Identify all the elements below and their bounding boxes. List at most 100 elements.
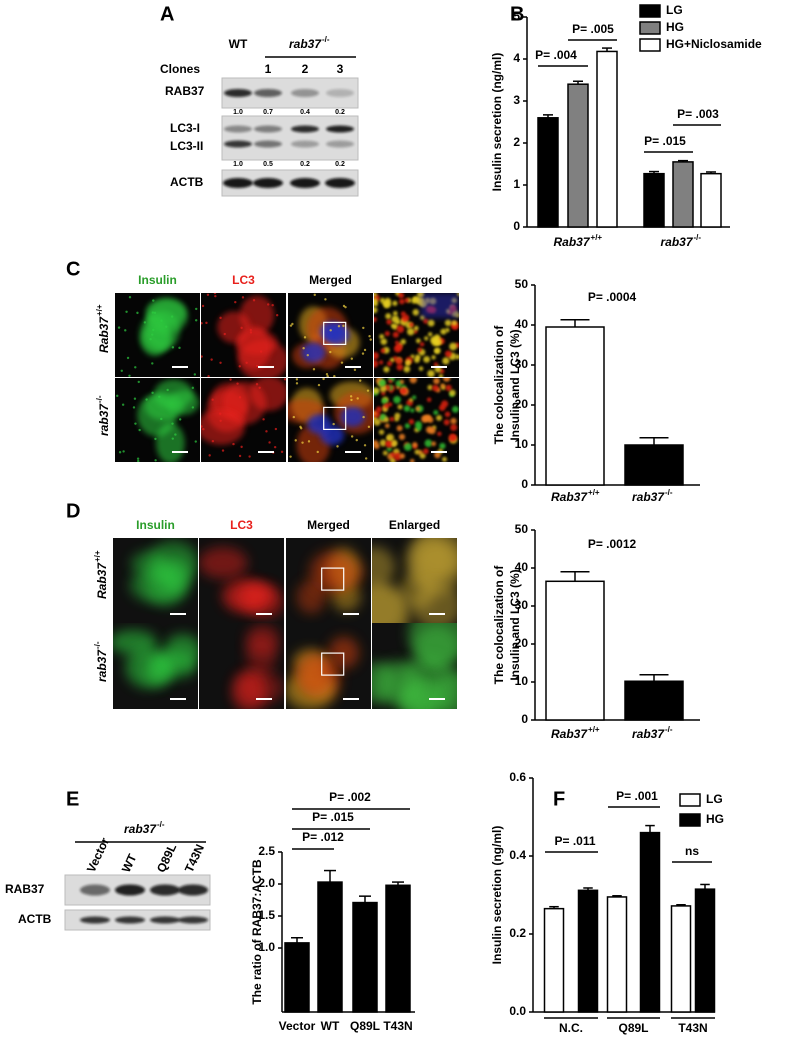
puncta [384, 403, 390, 409]
speckle [367, 425, 371, 429]
puncta [394, 412, 401, 419]
speckle [223, 332, 226, 336]
puncta [443, 419, 450, 426]
speckle [151, 362, 154, 365]
puncta [431, 441, 437, 447]
column-header: Merged [307, 518, 350, 532]
puncta [403, 405, 411, 412]
puncta [386, 360, 393, 367]
puncta [374, 443, 380, 450]
puncta [390, 323, 396, 328]
legend-label: HG [666, 20, 684, 34]
speckle [178, 346, 181, 350]
puncta [449, 389, 456, 397]
speckle [229, 378, 232, 381]
bar [624, 680, 684, 721]
puncta [427, 319, 435, 327]
label: rab37 [632, 727, 665, 741]
speckle [363, 348, 367, 352]
bar [284, 942, 310, 1013]
speckle [133, 397, 137, 400]
y-tick-label: 0 [521, 712, 528, 726]
quant: 0.7 [263, 109, 273, 116]
micrograph [113, 538, 198, 624]
micrograph-content [286, 538, 371, 624]
speckle [211, 439, 215, 443]
x-tick-label: N.C. [559, 1021, 583, 1035]
speckle [324, 298, 327, 301]
y-axis-label: Insulin secretion (ng/ml) [490, 826, 504, 965]
row-label: RAB37 [165, 84, 205, 98]
band [254, 140, 282, 148]
speckle [201, 304, 205, 308]
speckle [122, 450, 125, 453]
speckle [158, 395, 161, 398]
speckle [213, 293, 217, 295]
puncta [396, 325, 405, 333]
annotation: P= .012 [302, 830, 344, 844]
speckle [355, 438, 358, 442]
speckle [359, 379, 362, 382]
cell [153, 379, 194, 410]
speckle [369, 338, 372, 341]
speckle [362, 415, 365, 419]
band [253, 178, 283, 188]
band [80, 884, 110, 896]
puncta [412, 442, 418, 448]
lane-label: Vector [84, 835, 112, 874]
speckle [300, 427, 303, 430]
puncta [374, 418, 381, 426]
superscript: -/- [665, 725, 673, 734]
error-bar [560, 571, 590, 582]
speckle [191, 406, 195, 409]
speckle [266, 303, 270, 306]
error-bar [678, 159, 688, 162]
micrograph [201, 378, 286, 462]
bar [596, 50, 618, 228]
puncta [412, 581, 457, 624]
speckle [171, 437, 174, 440]
bar [639, 831, 661, 1013]
cell [146, 299, 188, 334]
speckle [138, 428, 141, 432]
y-tick-label: 10 [515, 437, 529, 451]
puncta [405, 359, 412, 366]
x-tick-label: Vector [279, 1019, 316, 1033]
error-bar [291, 937, 303, 943]
label: Rab37 [553, 235, 590, 249]
nucleus [301, 342, 326, 363]
speckle [207, 375, 210, 377]
cell [201, 408, 245, 445]
y-axis-label: The colocalization of [492, 565, 506, 685]
puncta [380, 338, 388, 345]
puncta [374, 410, 377, 416]
micrograph [115, 378, 200, 462]
micrograph-content [372, 538, 457, 624]
puncta [384, 423, 390, 429]
puncta [442, 357, 450, 365]
error-bar [359, 895, 371, 903]
band [178, 884, 208, 896]
superscript: -/- [95, 395, 104, 403]
speckle [219, 361, 222, 364]
annotation: P= .003 [677, 107, 719, 121]
puncta [423, 318, 429, 324]
micrograph-content [374, 378, 459, 462]
error-bar [560, 319, 590, 327]
y-tick-label: 2.5 [258, 844, 275, 858]
speckle [208, 454, 211, 457]
x-tick-label: Q89L [350, 1019, 380, 1033]
speckle [134, 366, 137, 369]
puncta [391, 441, 397, 447]
column-header: Enlarged [391, 273, 442, 287]
superscript: +/+ [95, 304, 104, 316]
nucleus [340, 406, 365, 427]
x-tick-label: WT [321, 1019, 340, 1033]
annotation: P= .005 [572, 22, 614, 36]
speckle [194, 319, 198, 322]
puncta [382, 407, 388, 413]
puncta [392, 331, 399, 338]
cell [160, 556, 192, 596]
speckle [178, 418, 182, 421]
error-bar [583, 887, 593, 891]
